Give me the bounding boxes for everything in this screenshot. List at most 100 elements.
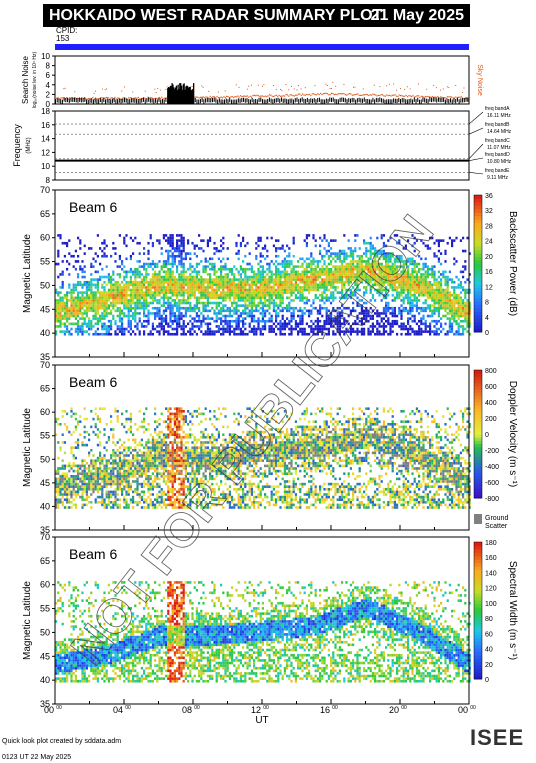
heatmap-cell: [420, 330, 423, 333]
heatmap-cell: [66, 309, 69, 313]
heatmap-cell: [74, 480, 77, 483]
heatmap-cell: [338, 280, 341, 284]
heatmap-cell: [330, 317, 333, 320]
heatmap-cell: [90, 265, 93, 268]
colorbar-swatch: [474, 201, 482, 206]
heatmap-cell: [464, 288, 467, 292]
power-ylabel: Magnetic Latitude: [22, 234, 33, 313]
heatmap-cell: [88, 325, 91, 328]
heatmap-cell: [286, 288, 289, 292]
heatmap-cell: [418, 299, 421, 302]
heatmap-cell: [96, 283, 99, 287]
heatmap-cell: [198, 301, 201, 305]
heatmap-cell: [105, 304, 108, 307]
sky-noise-point: [409, 88, 411, 90]
heatmap-cell: [167, 280, 170, 284]
heatmap-cell: [380, 262, 383, 266]
heatmap-cell: [402, 278, 405, 281]
heatmap-cell: [250, 304, 253, 307]
heatmap-cell: [74, 469, 77, 473]
heatmap-cell: [409, 306, 412, 310]
heatmap-cell: [83, 283, 86, 287]
heatmap-cell: [134, 236, 137, 240]
heatmap-cell: [338, 306, 341, 310]
heatmap-cell: [204, 260, 207, 263]
heatmap-cell: [209, 293, 212, 297]
heatmap-cell: [55, 319, 58, 323]
heatmap-cell: [151, 286, 154, 289]
sky-noise-point: [124, 97, 126, 99]
heatmap-cell: [85, 330, 88, 333]
heatmap-cell: [228, 286, 231, 289]
heatmap-cell: [105, 275, 108, 279]
heatmap-cell: [171, 234, 174, 237]
heatmap-cell: [204, 330, 207, 333]
heatmap-cell: [191, 325, 194, 328]
heatmap-cell: [365, 262, 368, 266]
heatmap-cell: [275, 239, 278, 242]
search-noise-bar: [291, 98, 293, 103]
heatmap-cell: [431, 286, 434, 289]
heatmap-cell: [118, 275, 121, 279]
heatmap-cell: [235, 293, 238, 297]
heatmap-cell: [134, 278, 137, 281]
heatmap-cell: [220, 296, 223, 300]
heatmap-cell: [162, 330, 165, 333]
search-noise-bar: [55, 99, 56, 104]
heatmap-cell: [169, 312, 172, 315]
heatmap-cell: [59, 485, 62, 488]
heatmap-cell: [358, 312, 361, 315]
colorbar-swatch: [474, 256, 482, 261]
heatmap-cell: [281, 283, 284, 287]
heatmap-cell: [363, 332, 366, 336]
search-noise-bar: [349, 98, 351, 103]
heatmap-cell: [74, 301, 77, 305]
sky-noise-point: [202, 96, 204, 98]
heatmap-cell: [121, 325, 124, 328]
heatmap-cell: [435, 309, 438, 313]
heatmap-cell: [165, 278, 168, 281]
search-noise-bar: [436, 98, 438, 103]
heatmap-cell: [435, 296, 438, 300]
heatmap-cell: [143, 296, 146, 300]
heatmap-cell: [239, 288, 242, 292]
heatmap-cell: [74, 317, 77, 320]
heatmap-cell: [468, 314, 471, 318]
heatmap-cell: [400, 254, 403, 258]
heatmap-cell: [107, 319, 110, 323]
heatmap-cell: [114, 291, 117, 294]
heatmap-cell: [376, 327, 379, 331]
heatmap-cell: [70, 477, 73, 481]
heatmap-cell: [244, 280, 247, 284]
heatmap-cell: [279, 275, 282, 279]
heatmap-cell: [453, 299, 456, 302]
heatmap-cell: [154, 283, 157, 287]
heatmap-cell: [239, 299, 242, 302]
heatmap-cell: [327, 299, 330, 302]
heatmap-cell: [429, 283, 432, 287]
sky-noise-point: [373, 94, 375, 96]
heatmap-cell: [189, 314, 192, 318]
heatmap-cell: [151, 291, 154, 294]
heatmap-cell: [92, 278, 95, 281]
heatmap-cell: [411, 330, 414, 333]
heatmap-cell: [380, 332, 383, 336]
heatmap-cell: [118, 234, 121, 237]
heatmap-cell: [343, 265, 346, 268]
search-noise-bar: [460, 98, 462, 103]
search-noise-bar: [173, 87, 175, 104]
heatmap-cell: [437, 257, 440, 261]
heatmap-cell: [125, 314, 128, 318]
heatmap-cell: [72, 322, 75, 326]
heatmap-cell: [231, 273, 234, 276]
heatmap-cell: [444, 299, 447, 302]
heatmap-cell: [233, 312, 236, 315]
heatmap-cell: [202, 304, 205, 307]
heatmap-cell: [354, 249, 357, 253]
sky-noise-point: [275, 94, 277, 96]
heatmap-cell: [237, 314, 240, 318]
heatmap-cell: [101, 283, 104, 287]
heatmap-cell: [198, 280, 201, 284]
heatmap-cell: [88, 247, 91, 250]
heatmap-cell: [246, 291, 249, 294]
